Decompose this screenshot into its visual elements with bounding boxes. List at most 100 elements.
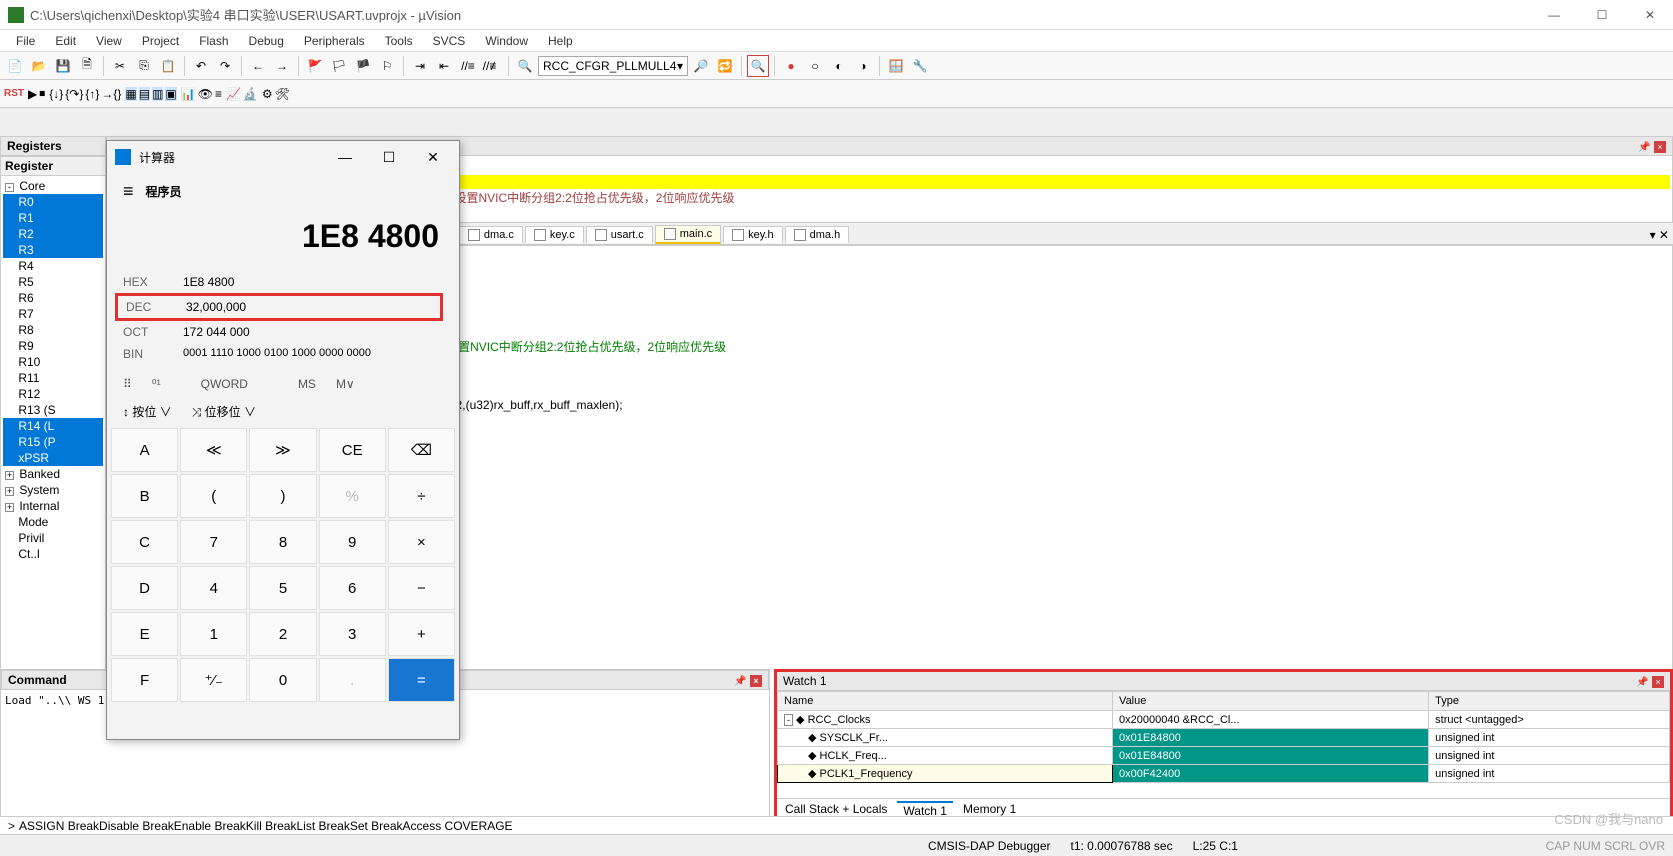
pin-icon[interactable]: 📌 (1638, 142, 1650, 153)
register-Mode[interactable]: Mode (3, 514, 103, 530)
register-R14 (L[interactable]: R14 (L (3, 418, 103, 434)
calc-key-−[interactable]: − (388, 566, 455, 610)
replace-icon[interactable]: 🔁 (714, 55, 736, 77)
calc-key-C[interactable]: C (111, 520, 178, 564)
menu-window[interactable]: Window (477, 32, 536, 50)
calc-key-([interactable]: ( (180, 474, 247, 518)
calc-hex-row[interactable]: HEX1E8 4800 (123, 271, 443, 293)
calc-key-=[interactable]: = (388, 658, 455, 702)
open-icon[interactable]: 📂 (28, 55, 50, 77)
menu-help[interactable]: Help (540, 32, 581, 50)
calc-key-7[interactable]: 7 (180, 520, 247, 564)
win2-icon[interactable]: ▤ (139, 87, 150, 101)
maximize-button[interactable]: ☐ (1587, 8, 1617, 22)
calc-key-B[interactable]: B (111, 474, 178, 518)
bookmark2-icon[interactable]: 🏳 (328, 55, 350, 77)
register-tree[interactable]: - Core R0 R1 R2 R3 R4 R5 R6 R7 R8 R9 R10… (1, 176, 105, 564)
tab-dma.h[interactable]: dma.h (785, 226, 850, 243)
win4-icon[interactable]: ▣ (165, 87, 176, 101)
hamburger-icon[interactable]: ≡ (123, 181, 134, 202)
new-icon[interactable]: 📄 (4, 55, 26, 77)
calc-key-5[interactable]: 5 (249, 566, 316, 610)
close-icon[interactable]: × (1652, 676, 1664, 688)
tab-dma.c[interactable]: dma.c (459, 226, 523, 243)
menu-file[interactable]: File (8, 32, 43, 50)
stack-icon[interactable]: ≡ (215, 87, 222, 101)
trace-icon[interactable]: 📈 (226, 87, 241, 101)
calc-key-÷[interactable]: ÷ (388, 474, 455, 518)
bits-icon[interactable]: ⁰¹ (152, 377, 161, 391)
reset-icon[interactable]: RST (4, 88, 24, 99)
menu-svcs[interactable]: SVCS (425, 32, 474, 50)
calc-bitwise[interactable]: ↕ 按位 ∨ (123, 403, 172, 420)
tools-icon[interactable]: 🛠 (275, 87, 290, 101)
bookmark4-icon[interactable]: ⚐ (376, 55, 398, 77)
watch-table[interactable]: NameValueType - ◆ RCC_Clocks0x20000040 &… (777, 691, 1670, 783)
tab-key.c[interactable]: key.c (525, 226, 584, 243)
saveall-icon[interactable]: 🗎 (76, 55, 98, 77)
tab-key.h[interactable]: key.h (723, 226, 782, 243)
register-System[interactable]: + System (3, 482, 103, 498)
calc-key-.[interactable]: . (319, 658, 386, 702)
window-icon[interactable]: 🪟 (885, 55, 907, 77)
register-R5[interactable]: R5 (3, 274, 103, 290)
calc-key-⁺⁄₋[interactable]: ⁺⁄₋ (180, 658, 247, 702)
calc-key-D[interactable]: D (111, 566, 178, 610)
stepout-icon[interactable]: {↑} (85, 87, 99, 101)
tab-controls[interactable]: ▾ ✕ (1650, 228, 1669, 242)
register-R7[interactable]: R7 (3, 306, 103, 322)
register-R12[interactable]: R12 (3, 386, 103, 402)
stop-icon[interactable]: ⏹ (39, 86, 45, 101)
debug-icon[interactable]: 🔍 (747, 55, 769, 77)
indent-icon[interactable]: ⇥ (409, 55, 431, 77)
calc-close[interactable]: ✕ (415, 149, 451, 166)
register-xPSR[interactable]: xPSR (3, 450, 103, 466)
watch-icon[interactable]: 👁 (198, 87, 213, 101)
uncomment-icon[interactable]: //≢ (481, 55, 503, 77)
register-R2[interactable]: R2 (3, 226, 103, 242)
register-R15 (P[interactable]: R15 (P (3, 434, 103, 450)
bp2-icon[interactable]: ○ (804, 55, 826, 77)
runto-icon[interactable]: →{} (101, 87, 121, 101)
register-R9[interactable]: R9 (3, 338, 103, 354)
calc-minimize[interactable]: — (327, 149, 363, 166)
outdent-icon[interactable]: ⇤ (433, 55, 455, 77)
calc-key-≫[interactable]: ≫ (249, 428, 316, 472)
config-icon[interactable]: 🔧 (909, 55, 931, 77)
redo-icon[interactable]: ↷ (214, 55, 236, 77)
close-icon[interactable]: × (1654, 141, 1666, 153)
calc-dec-row[interactable]: DEC32,000,000 (115, 293, 443, 321)
register-Core[interactable]: - Core (3, 178, 103, 194)
calc-key-A[interactable]: A (111, 428, 178, 472)
calc-shift[interactable]: ⤨ 位移位 ∨ (192, 403, 256, 420)
calc-key-9[interactable]: 9 (319, 520, 386, 564)
pin-icon[interactable]: 📌 (1636, 677, 1648, 688)
tab-main.c[interactable]: main.c (655, 225, 721, 244)
menu-view[interactable]: View (88, 32, 130, 50)
bp3-icon[interactable]: ◐ (828, 55, 850, 77)
register-R0[interactable]: R0 (3, 194, 103, 210)
win1-icon[interactable]: ▦ (125, 87, 136, 101)
calc-word[interactable]: QWORD (201, 377, 248, 391)
bookmark-icon[interactable]: 🚩 (304, 55, 326, 77)
menu-peripherals[interactable]: Peripherals (296, 32, 373, 50)
register-Banked[interactable]: + Banked (3, 466, 103, 482)
calc-key-1[interactable]: 1 (180, 612, 247, 656)
run-icon[interactable]: ▶ (28, 87, 37, 101)
register-R10[interactable]: R10 (3, 354, 103, 370)
calc-oct-row[interactable]: OCT172 044 000 (123, 321, 443, 343)
register-Privil[interactable]: Privil (3, 530, 103, 546)
calc-key-8[interactable]: 8 (249, 520, 316, 564)
calc-key-⌫[interactable]: ⌫ (388, 428, 455, 472)
calc-key-F[interactable]: F (111, 658, 178, 702)
mem-icon[interactable]: 📊 (181, 87, 196, 101)
calculator-window[interactable]: 计算器 — ☐ ✕ ≡ 程序员 1E8 4800 HEX1E8 4800 DEC… (106, 140, 460, 740)
comment-icon[interactable]: //≡ (457, 55, 479, 77)
calc-key-+[interactable]: + (388, 612, 455, 656)
close-icon[interactable]: × (750, 675, 762, 687)
calc-bin-row[interactable]: BIN0001 1110 1000 0100 1000 0000 0000 (123, 343, 443, 365)
menu-project[interactable]: Project (134, 32, 187, 50)
calc-key-CE[interactable]: CE (319, 428, 386, 472)
bp-icon[interactable]: ● (780, 55, 802, 77)
register-R4[interactable]: R4 (3, 258, 103, 274)
